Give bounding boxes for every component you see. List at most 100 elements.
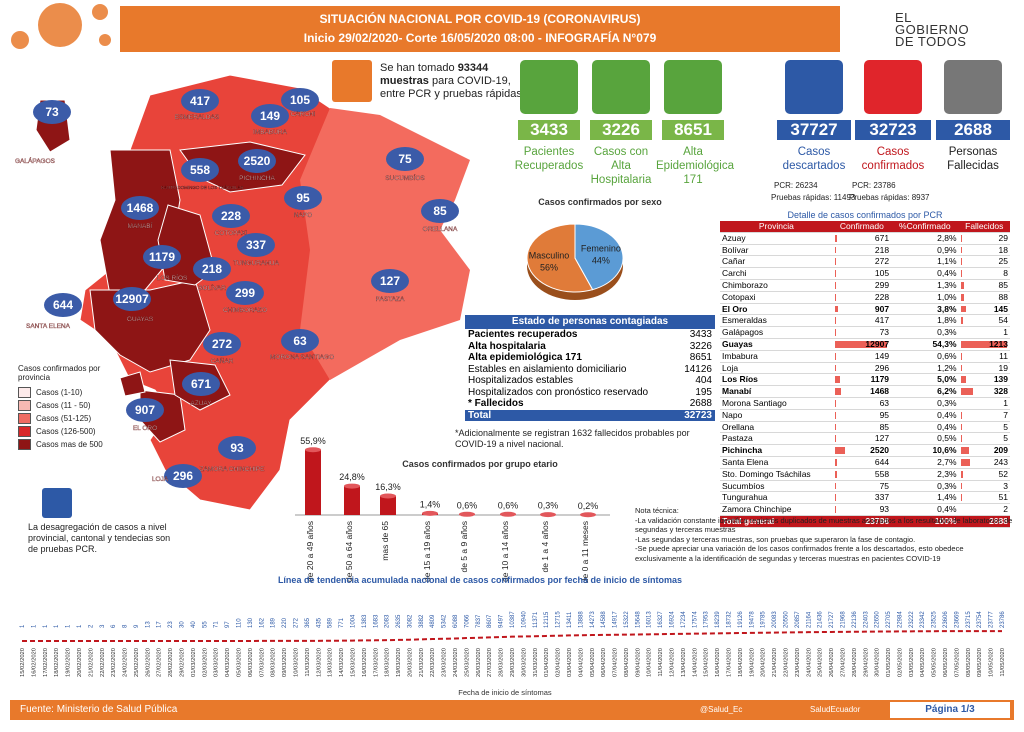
ptab-text: Esmeraldas (722, 315, 767, 326)
ptab-cell: 145 (958, 303, 1010, 316)
province-name: COTOPAXI (215, 230, 248, 237)
ptab-text: 1 (1003, 397, 1008, 408)
status-row: Hospitalizados estables 404 (465, 375, 715, 387)
point-label: 2635 (396, 614, 402, 628)
province-name: SUCUMBÍOS (385, 173, 425, 182)
province-value: 218 (202, 262, 222, 276)
ptab-cell: 671 (832, 232, 892, 245)
ptab-text: 0,3% (937, 397, 957, 408)
ptab-header: Fallecidos (958, 221, 1010, 233)
bar (380, 495, 396, 515)
ptab-cell: 1 (958, 326, 1010, 339)
x-tick-label: 06/03/2020 (248, 648, 254, 677)
kpi-value: 32723 (855, 120, 931, 140)
ptab-text: 54 (998, 315, 1008, 326)
province-value: 1468 (127, 201, 154, 215)
point-label: 6088 (453, 614, 459, 628)
x-tick-label: 21/03/2020 (419, 648, 425, 677)
province-value: 228 (221, 209, 241, 223)
kpi-label: Personas Fallecidas (947, 146, 999, 172)
province-name: CHIMBORAZO (223, 307, 267, 314)
legend-label: Casos mas de 500 (36, 440, 103, 449)
x-tick-label: 14/04/2020 (692, 648, 698, 677)
x-tick-label: 27/02/2020 (157, 648, 163, 677)
ptab-cell: 75 (832, 480, 892, 493)
point-label: 162 (259, 617, 265, 628)
status-row: Estables en aislamiento domiciliario 1412… (465, 364, 715, 376)
point-label: 189 (271, 617, 277, 628)
x-tick-label: 28/03/2020 (499, 648, 505, 677)
ptab-row: Napo 95 0,4% 7 (720, 409, 1010, 422)
slice-value: 56% (540, 263, 558, 273)
ptab-cell: 127 (832, 432, 892, 446)
point-label: 1 (66, 624, 72, 628)
ptab-name: Los Ríos (720, 373, 833, 387)
ptab-cell: 5,0% (891, 373, 959, 387)
province-bubble (181, 89, 219, 113)
ptab-text: Sucumbíos (722, 480, 765, 491)
ptab-row: Sto. Domingo Tsáchilas 558 2,3% 52 (720, 468, 1010, 481)
point-label: 13 (145, 621, 151, 628)
ptab-text: 88 (998, 291, 1008, 302)
ptab-row: Pichincha 2520 10,6% 209 (720, 444, 1010, 457)
x-tick-label: 04/03/2020 (225, 648, 231, 677)
x-tick-label: 20/03/2020 (407, 648, 413, 677)
logo-line: GOBIERNO (895, 22, 970, 37)
data-bar (834, 305, 839, 313)
point-label: 17 (157, 621, 163, 628)
text: para COVID-19, entre PCR y pruebas rápid… (380, 75, 522, 100)
trend-line (22, 630, 1003, 642)
title: SITUACIÓN NACIONAL POR COVID-19 (CORONAV… (319, 12, 641, 26)
ptab-cell: 272 (832, 255, 892, 269)
doc-icon (42, 488, 72, 518)
province-value: 272 (212, 337, 232, 351)
point-label: 16327 (658, 611, 664, 628)
point-label: 13411 (567, 611, 573, 628)
ptab-cell: 3 (958, 480, 1010, 493)
x-tick-label: 26/02/2020 (145, 648, 151, 677)
province-name: ZAMORA CHINCHIPE (199, 466, 265, 473)
point-label: 20857 (795, 611, 801, 628)
x-tick-label: de 15 a 19 años (422, 521, 432, 582)
tests-text: Se han tomado 93344 muestras para COVID-… (380, 62, 530, 101)
data-bar (960, 494, 963, 502)
status-label: Alta epidemiológica 171 (468, 352, 582, 363)
data-bar (834, 435, 836, 443)
x-tick-label: 06/04/2020 (601, 648, 607, 677)
point-label: 11371 (533, 611, 539, 628)
province-bubble (281, 329, 319, 353)
province-bubble (237, 233, 275, 257)
ptab-cell: 2520 (832, 444, 892, 457)
x-tick-label: 21/02/2020 (88, 648, 94, 677)
ptab-cell: 0,9% (891, 244, 959, 257)
status-label: Hospitalizados con pronóstico reservado (468, 386, 649, 398)
ptab-text: 0,4% (937, 268, 957, 279)
ptab-cell: 0,3% (891, 326, 959, 339)
point-label: 3 (100, 624, 106, 628)
ptab-cell: 85 (832, 421, 892, 434)
note-title: Nota técnica: (635, 506, 679, 515)
ptab-text: 558 (874, 468, 890, 479)
point-label: 14588 (601, 611, 607, 628)
ptab-cell: 0,4% (891, 267, 959, 280)
note-line: -Se puede apreciar una variación de los … (635, 544, 964, 563)
point-label: 3882 (419, 614, 425, 628)
status-head: Estado de personas contagiadas (465, 315, 715, 329)
ptab-text: 0,9% (937, 244, 957, 255)
point-label: 14273 (590, 611, 596, 628)
status-value: 404 (695, 375, 712, 386)
ptab-cell: Total general (720, 515, 833, 528)
ptab-text: 2520 (870, 445, 890, 456)
x-tick-label: 08/03/2020 (271, 648, 277, 677)
ptab-text: 0,4% (937, 504, 957, 515)
text: Se han tomado (380, 62, 455, 74)
point-label: 8 (123, 624, 129, 628)
ptab-cell: 105 (832, 267, 892, 280)
ptab-text: Morona Santiago (722, 397, 787, 408)
bar (344, 486, 360, 515)
ptab-text: Bolívar (722, 244, 749, 255)
province-bubble (143, 245, 181, 269)
ptab-text: Azuay (722, 232, 746, 243)
ptab-text: 1,1% (937, 256, 957, 267)
point-label: 21436 (818, 611, 824, 628)
